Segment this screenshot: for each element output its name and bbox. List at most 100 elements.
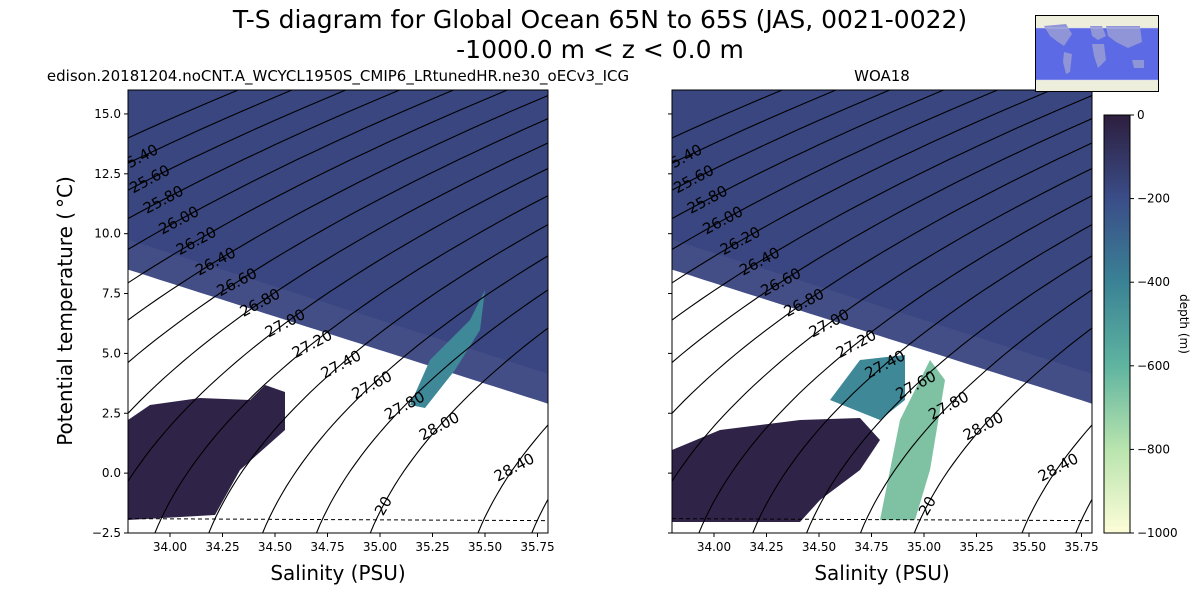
x-tick-label: 34.75	[854, 540, 888, 554]
density-contour-label: 28.00	[960, 408, 1006, 444]
density-contour-line	[154, 195, 548, 533]
y-tick-label: 0.0	[102, 466, 121, 480]
density-contour-line	[128, 90, 348, 191]
x-tick-label: 34.25	[205, 540, 239, 554]
density-contour-line	[128, 94, 548, 321]
deep-water-cluster	[128, 385, 285, 520]
figure-title: T-S diagram for Global Ocean 65N to 65S …	[232, 5, 968, 34]
x-tick-label: 35.50	[1012, 540, 1046, 554]
right-panel: WOA18 25.4025.6025.8026.0026.2026.4026.6…	[668, 67, 1099, 585]
x-tick-label: 34.00	[153, 540, 187, 554]
y-tick-label: 5.0	[102, 346, 121, 360]
left-data-layer	[128, 90, 548, 520]
density-contour-line	[672, 90, 945, 220]
density-contour-line	[752, 223, 1092, 533]
x-tick-label: 34.50	[802, 540, 836, 554]
y-tick-label: 2.5	[102, 406, 121, 420]
density-contour-line	[477, 424, 548, 533]
density-contour-line	[698, 195, 1092, 533]
colorbar: 0 −200 −400 −600 −800 −1000 depth (m)	[1103, 108, 1191, 540]
density-contour-label: 28.40	[491, 449, 537, 485]
density-contour-line	[315, 289, 548, 533]
density-contour-line	[672, 90, 838, 164]
x-tick-label: 35.00	[907, 540, 941, 554]
left-ylabel: Potential temperature ( °C)	[53, 176, 77, 446]
density-contour-line	[128, 90, 401, 220]
right-ticks: 34.00 34.25 34.50 34.75 35.00 35.25 35.50 35.75	[668, 113, 1099, 554]
colorbar-tick-label: 0	[1137, 108, 1145, 122]
colorbar-tick-label: −600	[1137, 359, 1170, 373]
x-tick-label: 35.25	[415, 540, 449, 554]
x-tick-label: 35.75	[1064, 540, 1098, 554]
density-contour-line	[806, 255, 1092, 533]
x-tick-label: 34.75	[310, 540, 344, 554]
left-panel-title: edison.20181204.noCNT.A_WCYCL1950S_CMIP6…	[47, 67, 629, 86]
density-contour-line	[128, 167, 548, 483]
density-contour-line	[672, 142, 1092, 415]
x-tick-label: 34.50	[258, 540, 292, 554]
depth-band	[128, 90, 548, 404]
density-contour-line	[128, 90, 455, 251]
density-contour-line	[672, 90, 892, 191]
world-map-icon	[1036, 16, 1158, 91]
y-tick-label: 10.0	[94, 227, 121, 241]
density-contour-line	[128, 118, 548, 364]
colorbar-tick-label: −400	[1137, 275, 1170, 289]
density-contour-label: 28.40	[1035, 449, 1081, 485]
right-panel-title: WOA18	[854, 67, 910, 85]
y-tick-label: 12.5	[94, 167, 121, 181]
density-contour-line	[672, 167, 1092, 483]
density-contour-label: 27.60	[349, 367, 395, 403]
x-tick-label: 34.25	[749, 540, 783, 554]
right-data-layer	[672, 90, 1092, 522]
intermediate-water-cluster	[410, 290, 485, 408]
y-tick-label: −2.5	[92, 526, 121, 540]
density-contour-label: 27.40	[318, 346, 364, 382]
x-tick-label: 35.50	[468, 540, 502, 554]
y-tick-label: 15.0	[94, 107, 121, 121]
density-contour-label: 27.20	[833, 326, 879, 362]
freezing-point-line	[128, 518, 548, 522]
freezing-point-line	[672, 518, 1092, 522]
right-axes-frame	[671, 89, 1093, 534]
region-minimap	[1035, 15, 1159, 92]
x-tick-label: 35.25	[959, 540, 993, 554]
deep-water-cluster	[672, 418, 880, 522]
left-axes-frame	[127, 89, 549, 534]
density-contour-line	[128, 90, 509, 284]
left-ticks: 34.00 34.25 34.50 34.75 35.00 35.25 35.50 35.75…	[92, 107, 555, 554]
density-contour-line	[672, 90, 1053, 284]
density-contour-line	[1021, 424, 1092, 533]
density-contour-line	[672, 94, 1092, 321]
mediterranean-outflow-cluster	[880, 360, 945, 520]
left-panel: edison.20181204.noCNT.A_WCYCL1950S_CMIP6…	[47, 67, 629, 585]
density-contour-line	[128, 90, 294, 164]
intermediate-water-cluster	[830, 355, 905, 420]
density-contour-line	[672, 118, 1092, 364]
density-contour-line	[128, 142, 548, 415]
x-tick-label: 35.75	[520, 540, 554, 554]
colorbar-tick-label: −800	[1137, 442, 1170, 456]
colorbar-tick-label: −200	[1137, 192, 1170, 206]
colorbar-label: depth (m)	[1177, 294, 1191, 354]
density-contour-label: 28.00	[416, 408, 462, 444]
density-contour-line	[672, 90, 999, 251]
colorbar-ticks: 0 −200 −400 −600 −800 −1000	[1130, 108, 1178, 540]
density-contour-line	[208, 223, 548, 533]
colorbar-gradient	[1103, 114, 1131, 534]
right-xlabel: Salinity (PSU)	[814, 561, 949, 585]
density-contour-label: 27.80	[381, 388, 427, 424]
freezing-line-label: 20	[371, 493, 396, 519]
density-contour-line	[859, 289, 1092, 533]
density-contour-line	[913, 327, 1092, 533]
x-tick-label: 34.00	[697, 540, 731, 554]
density-contour-label: 27.20	[289, 326, 335, 362]
density-contour-line	[262, 255, 548, 533]
depth-band	[672, 90, 1092, 404]
figure-subtitle: -1000.0 m < z < 0.0 m	[456, 35, 744, 64]
left-xlabel: Salinity (PSU)	[270, 561, 405, 585]
y-tick-label: 7.5	[102, 287, 121, 301]
colorbar-tick-label: −1000	[1137, 526, 1178, 540]
density-contour-line	[369, 327, 548, 533]
